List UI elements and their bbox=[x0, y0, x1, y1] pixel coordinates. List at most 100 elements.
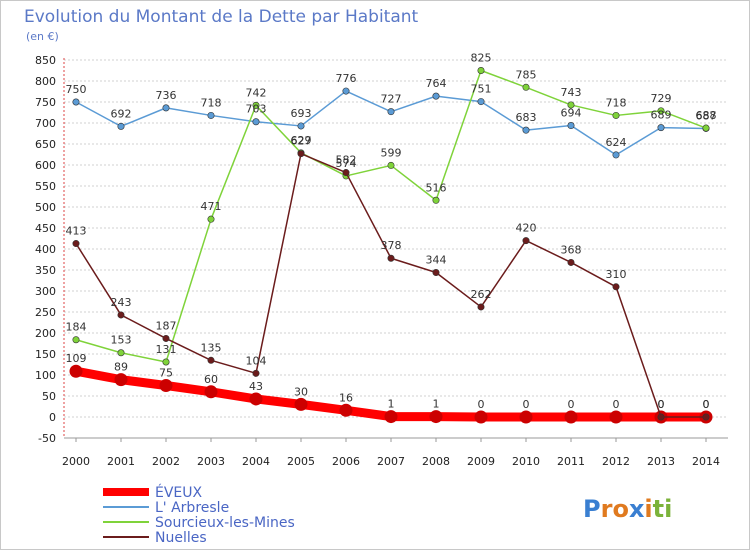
data-label: 742 bbox=[246, 86, 267, 99]
data-label: 184 bbox=[66, 321, 87, 334]
y-tick-label: 350 bbox=[35, 264, 56, 277]
data-point bbox=[477, 98, 485, 106]
data-label: 187 bbox=[156, 319, 177, 332]
x-tick-label: 2004 bbox=[242, 455, 270, 468]
data-label: 693 bbox=[291, 107, 312, 120]
data-point bbox=[609, 410, 623, 424]
data-label: 0 bbox=[478, 398, 485, 411]
legend-label: Nuelles bbox=[155, 530, 207, 546]
data-point bbox=[162, 334, 170, 342]
x-tick-label: 2008 bbox=[422, 455, 450, 468]
data-label: 718 bbox=[201, 96, 222, 109]
data-label: 750 bbox=[66, 83, 87, 96]
data-point bbox=[162, 358, 170, 366]
data-label: 729 bbox=[651, 92, 672, 105]
y-tick-label: -50 bbox=[38, 432, 56, 445]
data-point bbox=[612, 151, 620, 159]
data-label: 89 bbox=[114, 361, 128, 374]
data-label: 1 bbox=[388, 398, 395, 411]
x-tick-label: 2002 bbox=[152, 455, 180, 468]
y-tick-label: 150 bbox=[35, 348, 56, 361]
data-point bbox=[522, 126, 530, 134]
data-labels: 109 89 75 60 43 30 16 1 1 0 0 0 0 0 0 750 692 736 718 703 69… bbox=[66, 52, 717, 412]
data-point bbox=[387, 161, 395, 169]
data-label: 30 bbox=[294, 385, 308, 398]
data-label: 825 bbox=[471, 52, 492, 65]
legend-label: Sourcieux-les-Mines bbox=[155, 515, 295, 531]
data-label: 1 bbox=[433, 398, 440, 411]
y-tick-label: 500 bbox=[35, 201, 56, 214]
x-tick-label: 2000 bbox=[62, 455, 90, 468]
data-point bbox=[204, 385, 218, 399]
data-point bbox=[387, 254, 395, 262]
chart-title: Evolution du Montant de la Dette par Hab… bbox=[24, 7, 419, 27]
data-label: 0 bbox=[703, 398, 710, 411]
y-tick-label: 50 bbox=[42, 390, 56, 403]
x-tick-label: 2013 bbox=[647, 455, 675, 468]
data-point bbox=[117, 311, 125, 319]
data-point bbox=[294, 397, 308, 411]
data-label: 368 bbox=[561, 243, 582, 256]
data-label: 785 bbox=[516, 68, 537, 81]
data-label: 243 bbox=[111, 296, 132, 309]
data-point bbox=[117, 349, 125, 357]
y-tick-label: 100 bbox=[35, 369, 56, 382]
data-point bbox=[567, 258, 575, 266]
x-tick-label: 2012 bbox=[602, 455, 630, 468]
x-axis-ticks: 2000 2001 2002 2003 2004 2005 2006 2007 2008 2009… bbox=[62, 438, 720, 468]
data-label: 683 bbox=[516, 111, 537, 124]
data-point bbox=[117, 122, 125, 130]
data-label: 131 bbox=[156, 343, 177, 356]
data-point bbox=[207, 215, 215, 223]
data-point bbox=[657, 124, 665, 132]
data-point bbox=[519, 410, 533, 424]
data-point bbox=[387, 108, 395, 116]
data-label: 43 bbox=[249, 380, 263, 393]
data-label: 135 bbox=[201, 341, 222, 354]
data-label: 153 bbox=[111, 334, 132, 347]
data-point bbox=[522, 237, 530, 245]
data-label: 689 bbox=[651, 109, 672, 122]
x-tick-label: 2001 bbox=[107, 455, 135, 468]
data-label: 727 bbox=[381, 93, 402, 106]
data-point bbox=[207, 356, 215, 364]
y-tick-label: 750 bbox=[35, 96, 56, 109]
data-point bbox=[567, 101, 575, 109]
data-label: 0 bbox=[613, 398, 620, 411]
data-point bbox=[207, 111, 215, 119]
data-label: 582 bbox=[336, 154, 357, 167]
data-label: 471 bbox=[201, 200, 222, 213]
data-point bbox=[429, 410, 443, 424]
data-point bbox=[477, 303, 485, 311]
x-tick-label: 2014 bbox=[692, 455, 720, 468]
data-label: 627 bbox=[291, 135, 312, 148]
data-label: 16 bbox=[339, 391, 353, 404]
data-point bbox=[249, 392, 263, 406]
data-label: 776 bbox=[336, 72, 357, 85]
data-point bbox=[612, 283, 620, 291]
y-tick-label: 0 bbox=[49, 411, 56, 424]
x-tick-label: 2005 bbox=[287, 455, 315, 468]
data-label: 109 bbox=[66, 352, 87, 365]
data-point bbox=[72, 98, 80, 106]
data-point bbox=[612, 111, 620, 119]
data-point bbox=[702, 413, 710, 421]
chart-subtitle: (en €) bbox=[26, 30, 59, 43]
data-point bbox=[252, 369, 260, 377]
data-label: 420 bbox=[516, 222, 537, 235]
x-tick-label: 2011 bbox=[557, 455, 585, 468]
y-tick-label: 400 bbox=[35, 243, 56, 256]
y-tick-label: 550 bbox=[35, 180, 56, 193]
data-point bbox=[114, 373, 128, 387]
axes bbox=[63, 58, 728, 439]
data-label: 0 bbox=[658, 398, 665, 411]
y-tick-label: 250 bbox=[35, 306, 56, 319]
data-point bbox=[69, 364, 83, 378]
data-point bbox=[432, 196, 440, 204]
data-label: 0 bbox=[568, 398, 575, 411]
data-label: 516 bbox=[426, 181, 447, 194]
data-label: 104 bbox=[246, 354, 267, 367]
data-point bbox=[474, 410, 488, 424]
